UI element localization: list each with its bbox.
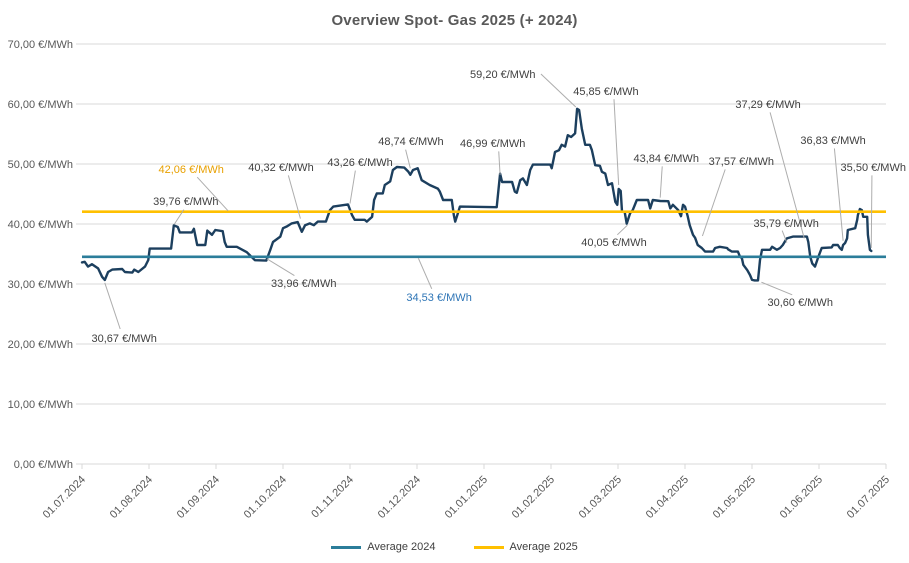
annotation-leader: [196, 176, 229, 212]
x-axis-tick-label: 01.07.2025: [845, 474, 892, 521]
annotation-label: 33,96 €/MWh: [271, 278, 336, 290]
x-axis-tick-label: 01.01.2025: [443, 474, 490, 521]
legend-label-average-2024: Average 2024: [367, 541, 436, 553]
annotation-label: 36,83 €/MWh: [800, 135, 865, 147]
annotation-label: 35,79 €/MWh: [753, 218, 818, 230]
y-axis-tick-label: 0,00 €/MWh: [14, 459, 73, 471]
annotation-label: 39,76 €/MWh: [153, 196, 218, 208]
annotation-leader: [498, 151, 501, 175]
annotation-leader: [174, 209, 185, 225]
y-axis-tick-label: 20,00 €/MWh: [8, 339, 73, 351]
annotation-leader: [659, 166, 663, 198]
annotation-leader: [833, 148, 844, 241]
annotation-label: 34,53 €/MWh: [406, 292, 471, 304]
annotation-label: 46,99 €/MWh: [460, 138, 525, 150]
x-axis-tick-label: 01.06.2025: [778, 474, 825, 521]
chart-title: Overview Spot- Gas 2025 (+ 2024): [331, 12, 578, 29]
annotation-label: 48,74 €/MWh: [378, 136, 443, 148]
annotation-leader: [613, 99, 620, 186]
y-axis-tick-label: 70,00 €/MWh: [8, 39, 73, 51]
annotation-label: 37,57 €/MWh: [709, 156, 774, 168]
annotation-leader: [616, 224, 628, 236]
spot-price-line: [80, 107, 873, 282]
y-axis-tick-label: 60,00 €/MWh: [8, 99, 73, 111]
x-axis-tick-label: 01.03.2025: [577, 474, 624, 521]
annotation-leader: [266, 258, 295, 277]
annotation-label: 42,06 €/MWh: [158, 164, 223, 176]
annotation-label: 30,60 €/MWh: [768, 297, 833, 309]
legend-swatch-average-2024: [331, 545, 362, 549]
annotation-leader: [701, 169, 726, 237]
annotation-leader: [349, 170, 356, 204]
x-axis-tick-label: 01.08.2024: [108, 474, 155, 521]
x-axis-tick-label: 01.11.2024: [309, 474, 356, 521]
x-axis-tick-label: 01.10.2024: [242, 474, 289, 521]
x-axis-tick-label: 01.12.2024: [376, 474, 423, 521]
legend-label-average-2025: Average 2025: [509, 541, 578, 553]
annotation-label: 35,50 €/MWh: [841, 162, 906, 174]
annotation-leader: [104, 282, 121, 330]
x-axis-tick-label: 01.05.2025: [711, 474, 758, 521]
annotation-leader: [781, 230, 788, 243]
x-axis-tick-label: 01.09.2024: [175, 474, 222, 521]
annotation-leader: [287, 175, 301, 219]
annotation-leader: [417, 257, 433, 290]
legend-swatch-average-2025: [473, 545, 504, 549]
annotation-label: 40,05 €/MWh: [581, 237, 646, 249]
legend-item-average-2024: Average 2024: [331, 541, 436, 553]
legend: Average 2024 Average 2025: [0, 541, 909, 553]
y-axis-tick-label: 40,00 €/MWh: [8, 219, 73, 231]
annotation-label: 45,85 €/MWh: [573, 86, 638, 98]
annotation-label: 59,20 €/MWh: [470, 69, 535, 81]
y-axis-tick-label: 30,00 €/MWh: [8, 279, 73, 291]
annotation-leader: [540, 73, 577, 108]
legend-item-average-2025: Average 2025: [473, 541, 578, 553]
y-axis-tick-label: 50,00 €/MWh: [8, 159, 73, 171]
annotation-leader: [405, 149, 411, 169]
y-axis-tick-label: 10,00 €/MWh: [8, 399, 73, 411]
annotation-label: 37,29 €/MWh: [735, 99, 800, 111]
annotation-leader: [769, 112, 805, 239]
x-axis-tick-label: 01.07.2024: [41, 474, 88, 521]
annotation-label: 40,32 €/MWh: [248, 162, 313, 174]
annotation-label: 43,26 €/MWh: [327, 157, 392, 169]
annotation-leader: [870, 175, 873, 249]
annotation-leader: [761, 281, 793, 296]
annotation-label: 43,84 €/MWh: [634, 153, 699, 165]
x-axis-tick-label: 01.04.2025: [644, 474, 691, 521]
annotation-label: 30,67 €/MWh: [91, 333, 156, 345]
x-axis-tick-label: 01.02.2025: [510, 474, 557, 521]
